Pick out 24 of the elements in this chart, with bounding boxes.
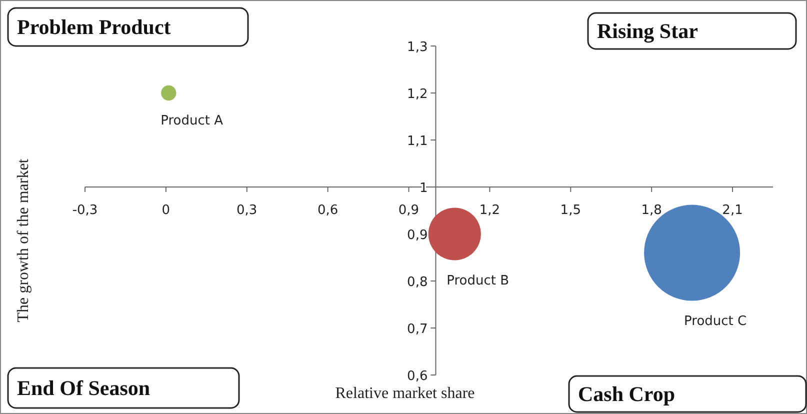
x-tick-label: 0,3 xyxy=(236,203,258,218)
x-tick-label: -0,3 xyxy=(72,203,98,218)
x-tick-label: 1,5 xyxy=(560,203,581,218)
y-tick-label: 1,3 xyxy=(407,40,428,55)
x-tick-label: 0,6 xyxy=(317,203,338,218)
text: Problem Product xyxy=(17,15,171,39)
series-label: Product B xyxy=(446,273,510,288)
y-axis-title: The growth of the market xyxy=(15,158,32,322)
series-label: Product C xyxy=(684,314,747,329)
y-tick-label: 0,7 xyxy=(407,322,428,337)
x-tick-label: 0 xyxy=(162,203,170,218)
x-tick-label: 1,2 xyxy=(479,203,500,218)
y-tick-label: 0,6 xyxy=(407,369,428,384)
y-tick-label: 1,1 xyxy=(407,134,428,149)
x-axis-title: Relative market share xyxy=(335,385,475,402)
text: End Of Season xyxy=(17,376,150,400)
text: Rising Star xyxy=(597,19,698,43)
y-tick-label: 0,9 xyxy=(407,228,428,243)
text: Cash Crop xyxy=(578,382,676,406)
y-tick-label: 1,2 xyxy=(407,87,428,102)
x-tick-label: 2,1 xyxy=(722,203,743,218)
y-tick-label: 0,8 xyxy=(407,275,428,290)
series-label: Product A xyxy=(160,114,224,129)
x-tick-label: 1,8 xyxy=(641,203,662,218)
